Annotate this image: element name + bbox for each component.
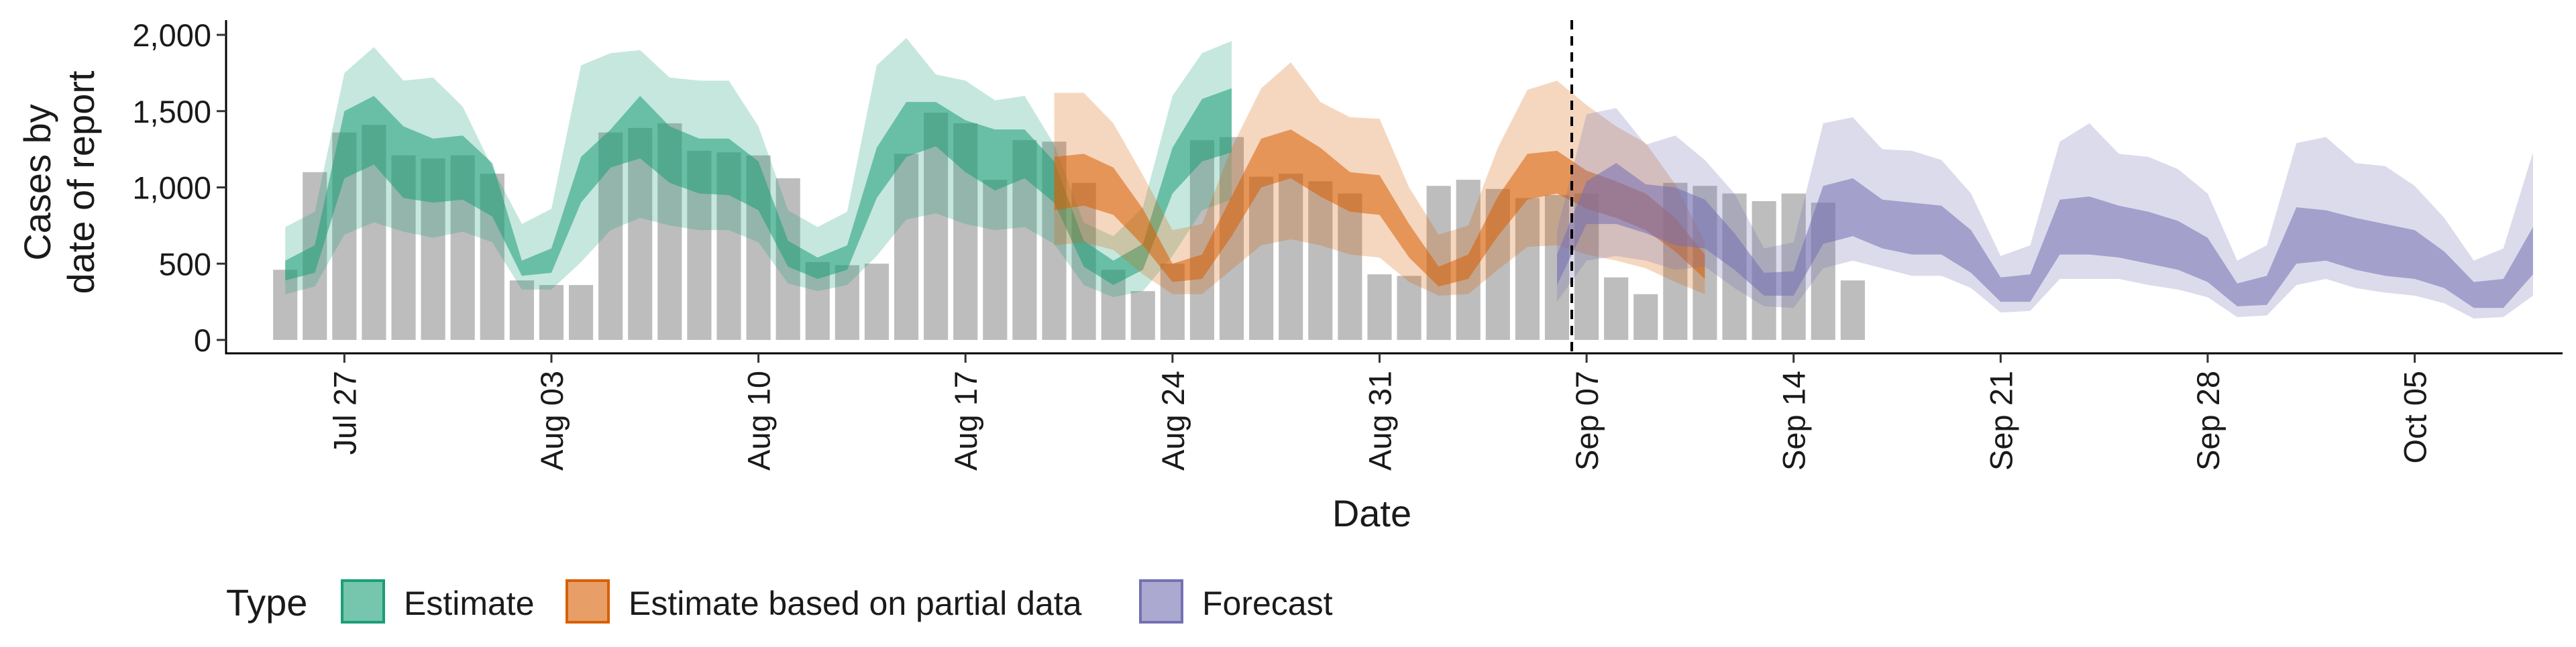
reported-cases-bar	[539, 285, 564, 340]
y-tick-label: 1,500	[132, 94, 211, 129]
y-tick-label: 1,000	[132, 170, 211, 206]
x-tick-label: Aug 10	[741, 371, 777, 471]
legend-swatch	[341, 579, 385, 624]
y-tick-label: 0	[194, 322, 211, 358]
legend-title: Type	[226, 581, 307, 624]
reported-cases-bar	[568, 285, 594, 340]
legend-swatch	[566, 579, 610, 624]
x-tick-label: Aug 17	[948, 371, 983, 471]
x-tick-label: Aug 31	[1362, 371, 1397, 471]
x-tick-label: Aug 03	[534, 371, 570, 471]
x-tick-label: Aug 24	[1155, 371, 1191, 471]
reported-cases-bar	[1633, 294, 1658, 340]
y-tick-label: 500	[159, 246, 211, 282]
reported-cases-bar	[1130, 291, 1155, 340]
reported-cases-bar	[835, 265, 859, 340]
x-axis-title: Date	[1332, 492, 1411, 534]
reported-cases-bar	[1367, 274, 1392, 340]
reported-cases-bar	[1515, 198, 1540, 340]
reported-cases-bar	[1249, 176, 1274, 340]
legend-swatch	[1139, 579, 1183, 624]
x-tick-label: Sep 14	[1776, 371, 1812, 471]
x-tick-label: Oct 05	[2398, 371, 2433, 463]
x-tick-label: Sep 07	[1569, 371, 1605, 471]
legend: Type Estimate Estimate based on partial da…	[226, 579, 1333, 624]
reported-cases-bar	[983, 180, 1008, 340]
y-axis-title-line-2: date of report	[60, 70, 102, 294]
estimate-based-on-partial-data-50-ribbon	[1054, 129, 1705, 287]
y-tick-label: 2,000	[132, 17, 211, 53]
legend-label: Estimate	[404, 585, 535, 622]
reported-cases-bar	[1308, 181, 1333, 340]
forecast-50-ribbon	[1557, 163, 2533, 308]
x-tick-label: Sep 28	[2190, 371, 2226, 471]
reported-cases-bar	[1338, 193, 1362, 340]
axes: 0 500 1,000 1,500 2,000 Jul 27 Aug 03 Aug 10 Aug…	[132, 17, 2563, 471]
reported-cases-bar	[509, 280, 534, 340]
estimate-50-ribbon	[285, 88, 1232, 286]
reported-cases-bar	[1840, 280, 1865, 340]
legend-label: Estimate based on partial data	[629, 585, 1082, 622]
legend-label: Forecast	[1202, 585, 1333, 622]
reported-cases-bar	[1279, 174, 1303, 340]
y-axis-title-line-1: Cases by	[16, 104, 58, 260]
estimate-ribbons	[285, 38, 2533, 319]
reported-cases-bar	[1604, 277, 1629, 340]
reported-cases-bar	[864, 263, 890, 340]
x-tick-label: Sep 21	[1983, 371, 2019, 471]
reported-cases-bar	[894, 154, 919, 340]
reported-cases-bar	[1397, 276, 1421, 340]
x-tick-label: Jul 27	[327, 371, 362, 455]
y-axis-title: Cases by date of report	[16, 70, 102, 294]
reported-cases-bar	[273, 270, 298, 340]
